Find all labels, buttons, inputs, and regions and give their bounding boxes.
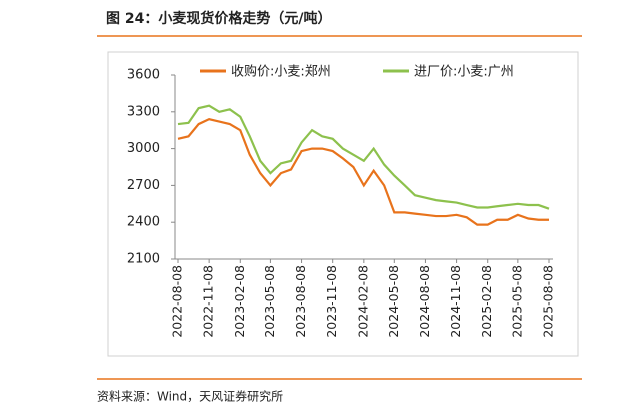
legend-label: 进厂价:小麦:广州 <box>414 65 514 80</box>
x-tick-label: 2025-08-08 <box>541 265 556 338</box>
chart-title: 图 24：小麦现货价格走势（元/吨） <box>106 10 331 27</box>
x-tick-label: 2024-08-08 <box>417 265 432 338</box>
x-tick-label: 2023-05-08 <box>262 265 277 338</box>
x-tick-label: 2022-11-08 <box>201 265 216 338</box>
x-tick-label: 2023-11-08 <box>324 265 339 338</box>
x-tick-label: 2024-11-08 <box>448 265 463 338</box>
y-tick-label: 2100 <box>127 252 160 267</box>
plot-frame <box>107 51 579 357</box>
y-tick-label: 2700 <box>127 178 160 193</box>
x-tick-label: 2023-02-08 <box>232 265 247 338</box>
series-line <box>177 118 549 226</box>
x-tick-label: 2024-02-08 <box>355 265 370 338</box>
legend-label: 收购价:小麦:郑州 <box>231 64 331 80</box>
series-line <box>177 104 550 210</box>
x-tick-label: 2025-05-08 <box>509 265 524 338</box>
source: 资料来源：Wind，天风证券研究所 <box>97 389 283 404</box>
x-tick-label: 2022-08-08 <box>170 265 185 338</box>
y-tick-label: 2400 <box>127 215 160 230</box>
x-tick-label: 2023-08-08 <box>293 265 308 338</box>
x-tick-label: 2024-05-08 <box>386 265 401 338</box>
y-tick-label: 3600 <box>127 68 160 83</box>
y-tick-label: 3000 <box>127 141 160 156</box>
x-tick-label: 2025-02-08 <box>479 265 494 338</box>
y-tick-label: 3300 <box>127 104 160 119</box>
